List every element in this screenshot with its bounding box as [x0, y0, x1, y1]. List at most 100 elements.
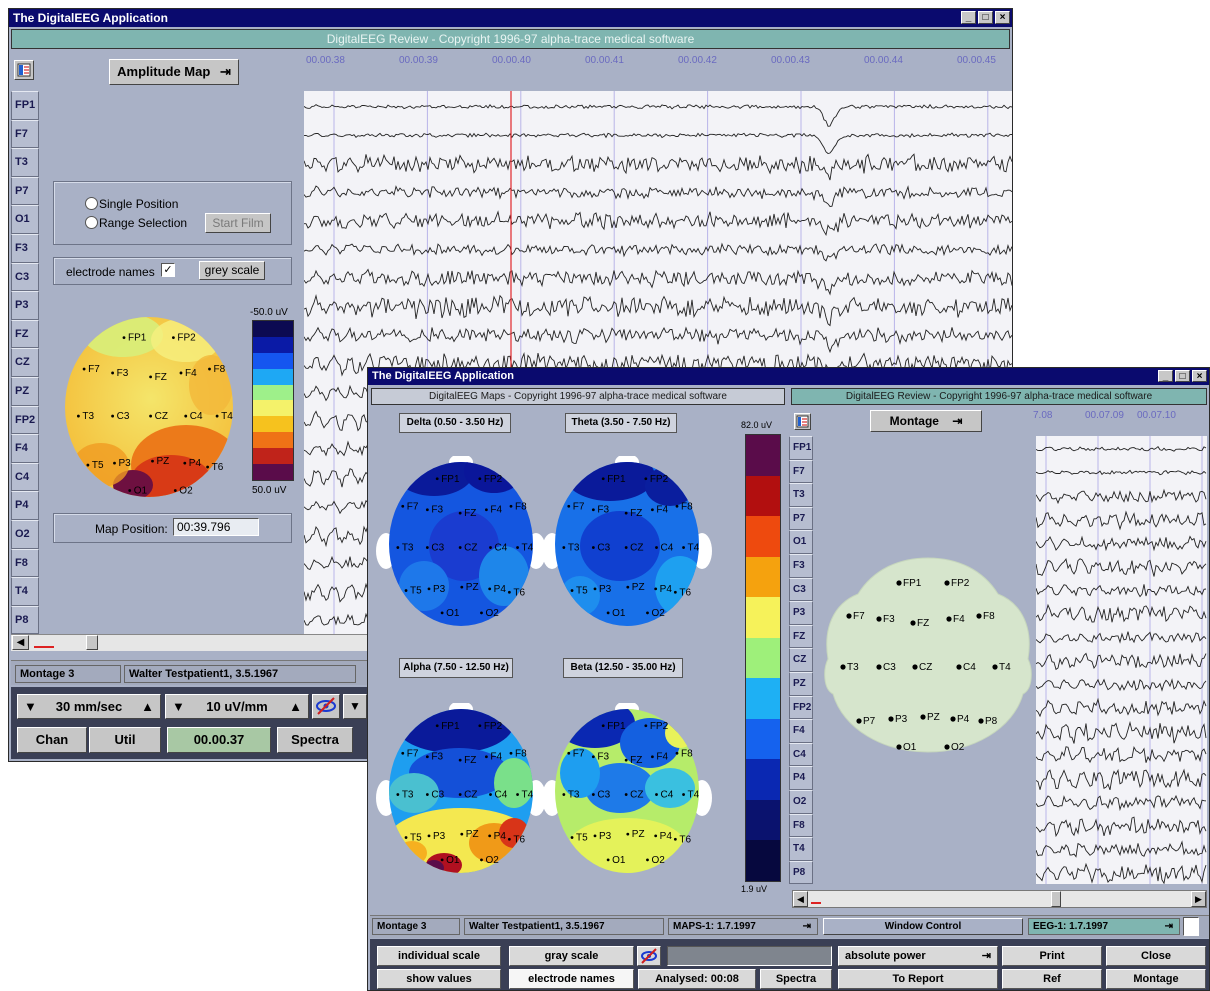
- channel-label-c4[interactable]: C4: [789, 742, 813, 767]
- channel-label-p4[interactable]: P4: [11, 491, 39, 520]
- channel-label-p4[interactable]: P4: [789, 766, 813, 790]
- channel-label-t4[interactable]: T4: [789, 837, 813, 861]
- electrode-dot-cz: [624, 546, 628, 549]
- scroll-right-button-2[interactable]: ▶: [1191, 891, 1206, 907]
- scroll-left-button-2[interactable]: ◀: [793, 891, 808, 907]
- sensitivity-up-icon[interactable]: ▲: [289, 699, 302, 714]
- channel-label-fp2[interactable]: FP2: [789, 695, 813, 720]
- channel-label-f4[interactable]: F4: [11, 434, 39, 463]
- speed-up-icon[interactable]: ▲: [141, 699, 154, 714]
- review-copyright-bar-2: DigitalEEG Review - Copyright 1996-97 al…: [791, 388, 1207, 405]
- electrode-names-button[interactable]: electrode names: [509, 969, 634, 989]
- channel-label-p3[interactable]: P3: [789, 601, 813, 625]
- time-scrollbar-2[interactable]: [792, 890, 1207, 908]
- channel-label-o1[interactable]: O1: [789, 530, 813, 554]
- map-position-field[interactable]: 00:39.796: [173, 518, 259, 536]
- eeg-trace-area-2[interactable]: [1036, 436, 1207, 884]
- extra-control-down[interactable]: ▼: [343, 694, 367, 719]
- spectra-button-back[interactable]: Spectra: [277, 727, 353, 753]
- hide-eye-icon[interactable]: [312, 694, 340, 719]
- channel-label-c3[interactable]: C3: [789, 577, 813, 602]
- sensitivity-control[interactable]: ▼ 10 uV/mm ▲: [165, 694, 309, 719]
- close-icon[interactable]: ×: [995, 11, 1010, 24]
- channel-label-o2[interactable]: O2: [789, 790, 813, 814]
- to-report-button[interactable]: To Report: [838, 969, 998, 989]
- hide-eye-icon-2[interactable]: [637, 946, 661, 966]
- maximize-icon[interactable]: □: [978, 11, 993, 24]
- montage-dropdown[interactable]: Montage ⇥: [870, 410, 982, 432]
- channel-label-f8[interactable]: F8: [789, 813, 813, 838]
- channel-label-fp1[interactable]: FP1: [11, 91, 39, 120]
- channel-list-icon-2[interactable]: [794, 413, 811, 430]
- channel-label-p7[interactable]: P7: [11, 176, 39, 206]
- channel-label-f4[interactable]: F4: [789, 719, 813, 743]
- channel-label-c3[interactable]: C3: [11, 262, 39, 292]
- channel-label-o1[interactable]: O1: [11, 205, 39, 234]
- single-position-radio[interactable]: [85, 197, 98, 210]
- channel-label-f7[interactable]: F7: [11, 119, 39, 149]
- channel-label-f3[interactable]: F3: [11, 234, 39, 263]
- minimize-icon[interactable]: _: [1158, 370, 1173, 382]
- scale-swatch: [746, 759, 780, 800]
- eeg-trace-0: [1036, 446, 1207, 452]
- grey-scale-button[interactable]: grey scale: [199, 261, 265, 280]
- eeg-file-status[interactable]: EEG-1: 1.7.1997 ⇥: [1028, 918, 1180, 935]
- time-tick-label: 00.00.43: [771, 55, 810, 66]
- speed-down-icon[interactable]: ▼: [24, 699, 37, 714]
- channel-label-f7[interactable]: F7: [789, 459, 813, 484]
- channel-label-fz[interactable]: FZ: [789, 624, 813, 649]
- individual-scale-button[interactable]: individual scale: [377, 946, 501, 966]
- window-toggle-box[interactable]: [1183, 917, 1199, 936]
- absolute-power-dropdown[interactable]: absolute power ⇥: [838, 946, 998, 966]
- channel-label-fp1[interactable]: FP1: [789, 436, 813, 460]
- scroll-thumb-2[interactable]: [1051, 891, 1061, 907]
- channel-label-t3[interactable]: T3: [11, 148, 39, 177]
- channel-label-p8[interactable]: P8: [789, 860, 813, 885]
- electrode-label-f8: F8: [681, 748, 693, 759]
- speed-control[interactable]: ▼ 30 mm/sec ▲: [17, 694, 161, 719]
- maximize-icon[interactable]: □: [1175, 370, 1190, 382]
- channel-label-cz[interactable]: CZ: [789, 648, 813, 672]
- channel-label-p3[interactable]: P3: [11, 291, 39, 320]
- scroll-left-button[interactable]: ◀: [12, 635, 29, 650]
- channel-label-p8[interactable]: P8: [11, 605, 39, 635]
- scroll-thumb[interactable]: [86, 635, 98, 650]
- channel-label-c4[interactable]: C4: [11, 462, 39, 492]
- ref-button[interactable]: Ref: [1002, 969, 1102, 989]
- channel-label-t3[interactable]: T3: [789, 483, 813, 507]
- show-values-button[interactable]: show values: [377, 969, 501, 989]
- gray-scale-button[interactable]: gray scale: [509, 946, 634, 966]
- time-position-field[interactable]: 00.00.37: [167, 727, 271, 753]
- chan-button[interactable]: Chan: [17, 727, 87, 753]
- channel-label-t4[interactable]: T4: [11, 577, 39, 606]
- montage-button[interactable]: Montage: [1106, 969, 1206, 989]
- sensitivity-down-icon[interactable]: ▼: [172, 699, 185, 714]
- channel-label-fz[interactable]: FZ: [11, 319, 39, 349]
- close-icon[interactable]: ×: [1192, 370, 1207, 382]
- amplitude-map-dropdown[interactable]: Amplitude Map ⇥: [109, 59, 239, 85]
- channel-label-f8[interactable]: F8: [11, 548, 39, 578]
- start-film-button[interactable]: Start Film: [205, 213, 271, 233]
- channel-list-icon[interactable]: [14, 60, 34, 80]
- channel-label-o2[interactable]: O2: [11, 520, 39, 549]
- channel-label-pz[interactable]: PZ: [789, 672, 813, 696]
- range-selection-radio[interactable]: [85, 216, 98, 229]
- electrode-names-checkbox[interactable]: ✓: [161, 263, 175, 277]
- channel-label-p7[interactable]: P7: [789, 506, 813, 531]
- window-control-button[interactable]: Window Control: [823, 918, 1023, 935]
- close-button[interactable]: Close: [1106, 946, 1206, 966]
- window-title-bar[interactable]: The DigitalEEG Application _ □ ×: [9, 9, 1012, 27]
- channel-label-f3[interactable]: F3: [789, 554, 813, 578]
- print-button[interactable]: Print: [1002, 946, 1102, 966]
- spectra-button[interactable]: Spectra: [760, 969, 832, 989]
- maps-window-title-bar[interactable]: The DigitalEEG Application _ □ ×: [368, 368, 1209, 385]
- maps-file-status[interactable]: MAPS-1: 1.7.1997 ⇥: [668, 918, 818, 935]
- channel-label-fp2[interactable]: FP2: [11, 405, 39, 435]
- minimize-icon[interactable]: _: [961, 11, 976, 24]
- electrode-label-p3: P3: [895, 714, 908, 725]
- display-options-group: [53, 257, 292, 285]
- channel-label-cz[interactable]: CZ: [11, 348, 39, 377]
- channel-label-pz[interactable]: PZ: [11, 377, 39, 406]
- electrode-dot-fz: [458, 511, 462, 515]
- util-button[interactable]: Util: [89, 727, 161, 753]
